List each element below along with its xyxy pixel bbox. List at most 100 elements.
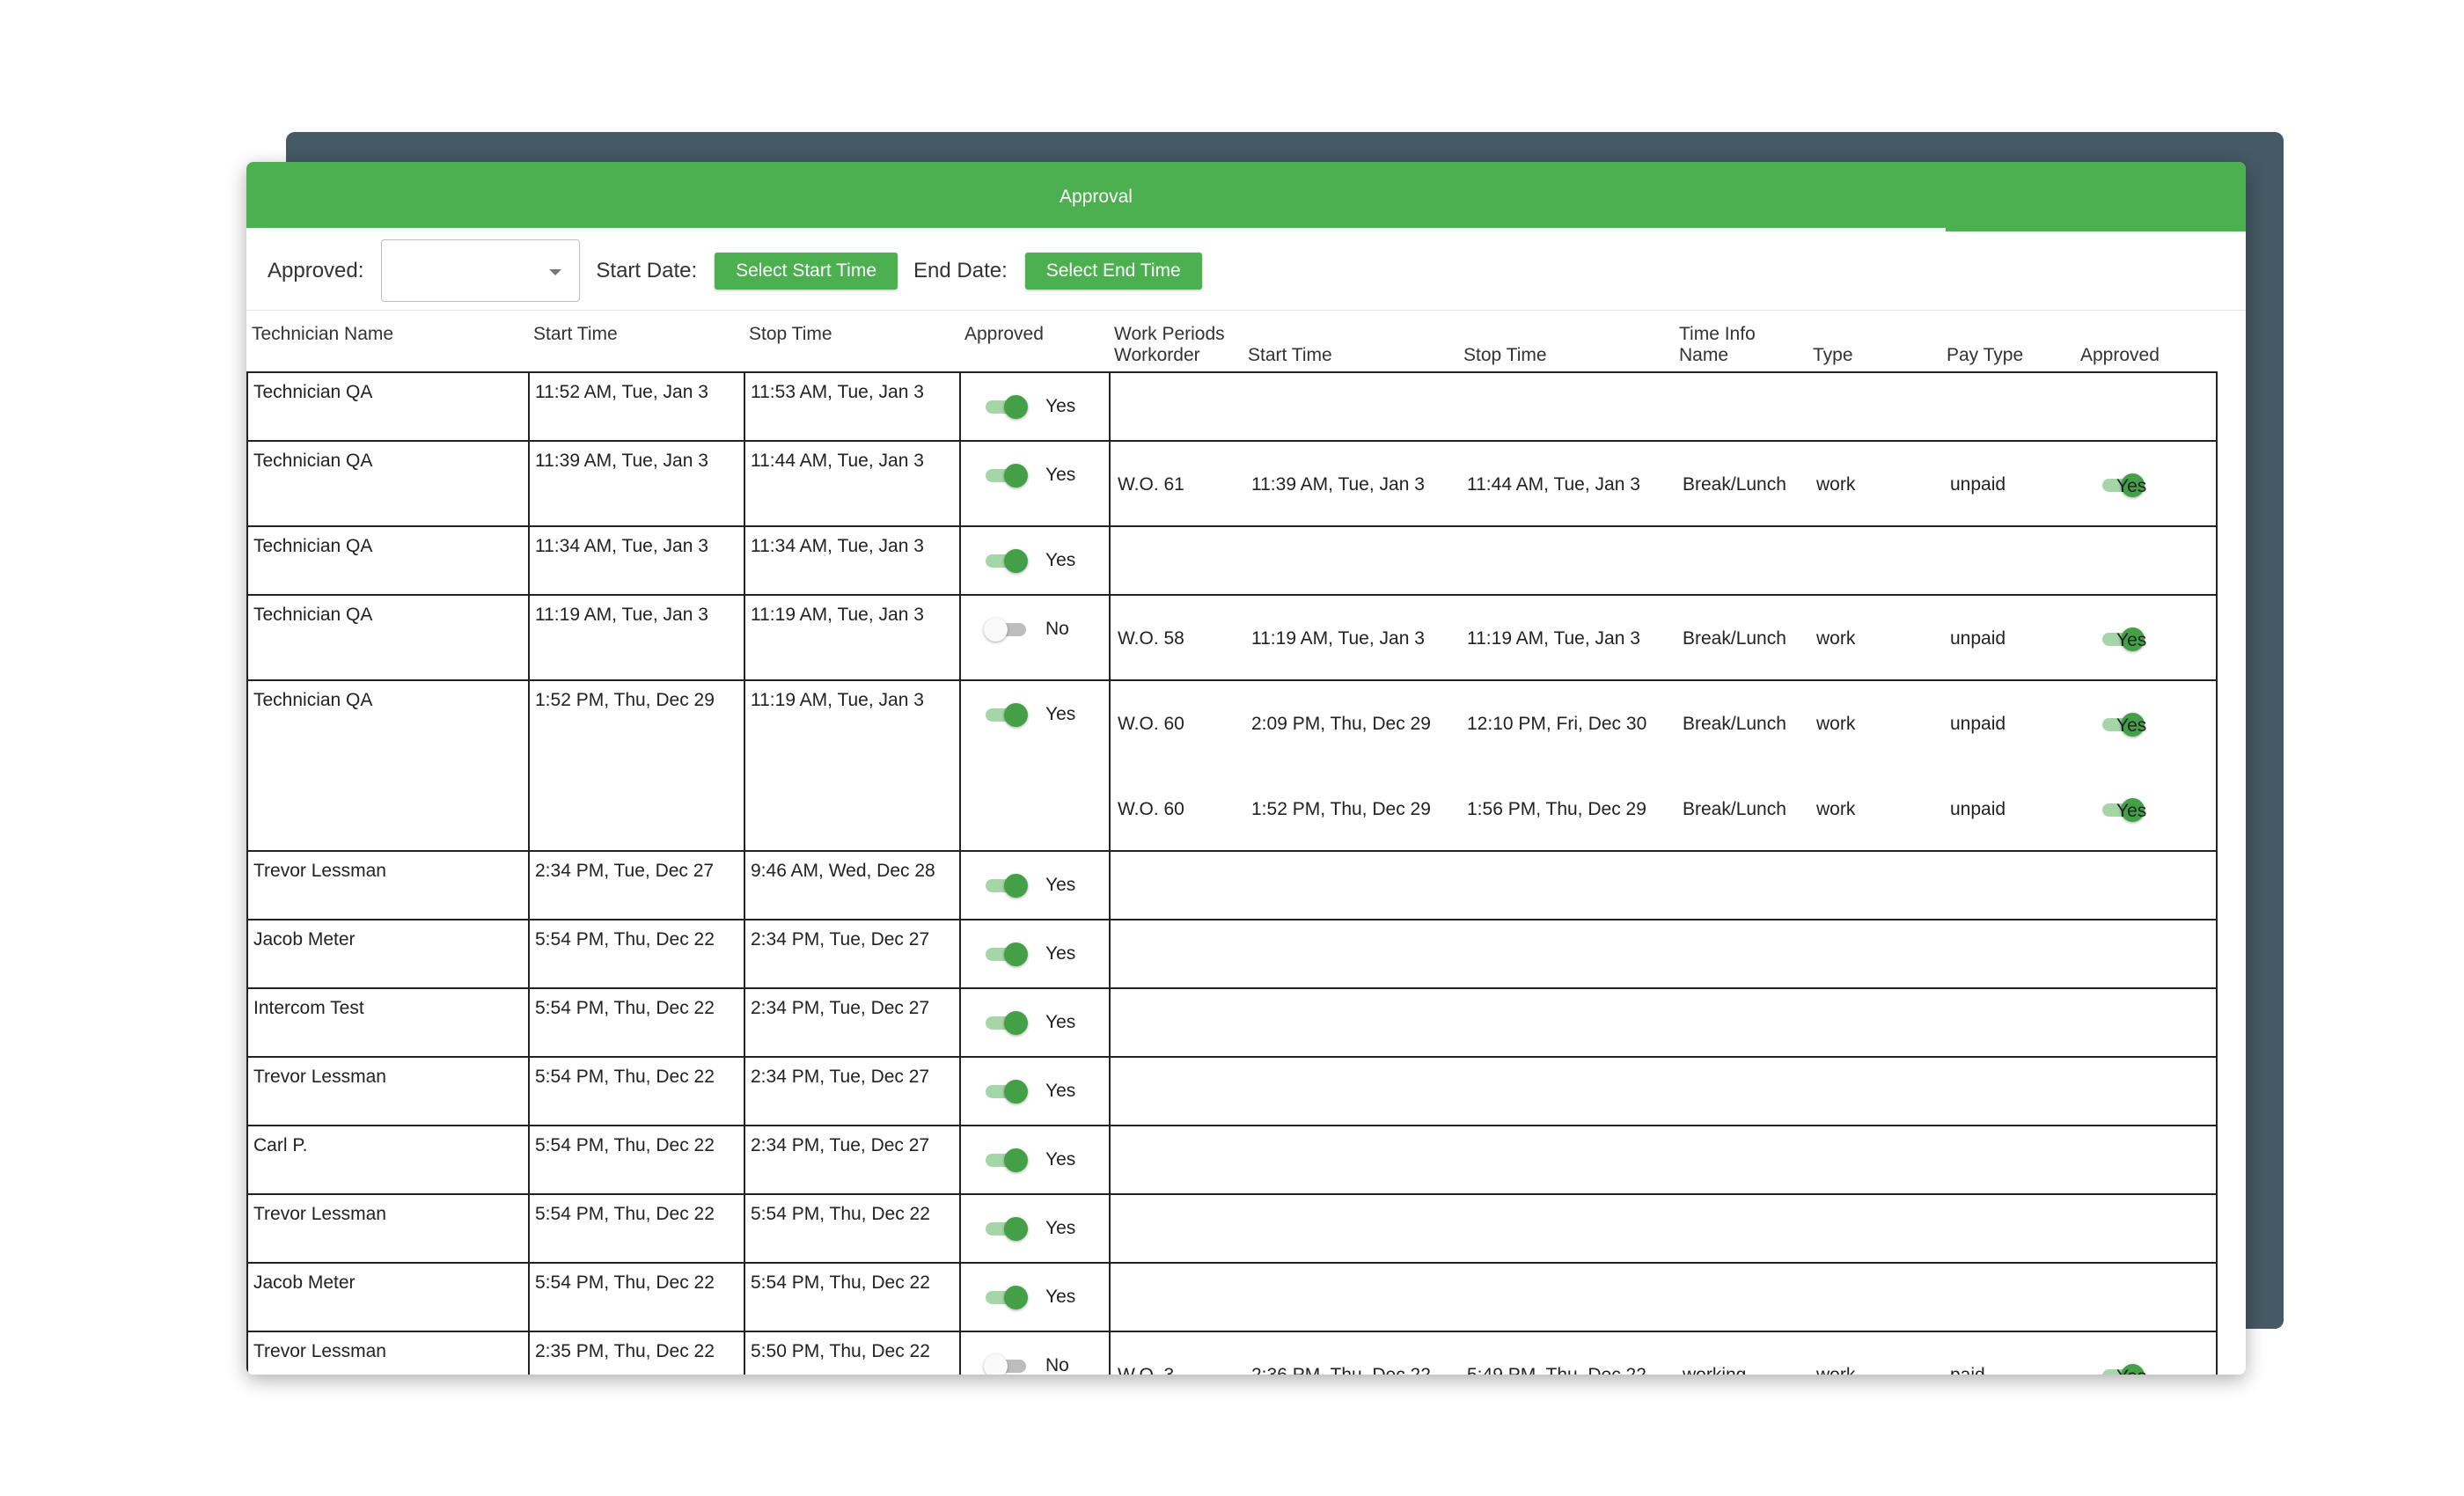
- table-row[interactable]: Technician QA 11:52 AM, Tue, Jan 3 11:53 A…: [246, 371, 2218, 440]
- approved-switch[interactable]: [984, 699, 1030, 730]
- work-periods-cell: [1109, 527, 2216, 594]
- technician-name-cell: Jacob Meter: [253, 1272, 356, 1293]
- work-periods-cell: [1109, 852, 2216, 919]
- work-periods-cell: [1109, 1126, 2216, 1193]
- approved-label: Yes: [1045, 1149, 1076, 1170]
- work-period-workorder: W.O. 60: [1118, 714, 1184, 734]
- approved-switch[interactable]: [984, 1350, 1030, 1375]
- work-period-stop: 11:19 AM, Tue, Jan 3: [1467, 628, 1640, 649]
- col-stop-time: Stop Time: [749, 324, 832, 344]
- approved-switch[interactable]: [984, 1007, 1030, 1038]
- approved-label: Yes: [2116, 630, 2147, 650]
- stop-time-cell: 11:44 AM, Tue, Jan 3: [744, 442, 959, 525]
- approved-cell: Yes: [959, 1058, 1109, 1125]
- work-period-workorder: W.O. 61: [1118, 474, 1184, 495]
- stop-time-cell: 2:34 PM, Tue, Dec 27: [744, 920, 959, 987]
- work-period-line[interactable]: W.O. 3 2:36 PM, Thu, Dec 22 5:49 PM, Thu, …: [1111, 1358, 2216, 1375]
- row-approved-toggle: Yes: [984, 869, 1075, 901]
- approved-select[interactable]: [381, 239, 581, 302]
- table-row[interactable]: Technician QA 11:34 AM, Tue, Jan 3 11:34 A…: [246, 525, 2218, 594]
- approved-label: Yes: [2116, 476, 2147, 496]
- row-approved-toggle: Yes: [984, 1213, 1075, 1244]
- row-approved-toggle: Yes: [984, 1144, 1075, 1176]
- work-period-pay-type: unpaid: [1950, 474, 2006, 495]
- approved-switch[interactable]: [984, 1281, 1030, 1313]
- work-period-line[interactable]: W.O. 61 11:39 AM, Tue, Jan 3 11:44 AM, Tue…: [1111, 467, 2216, 502]
- technician-name-cell: Intercom Test: [253, 998, 364, 1018]
- table-row[interactable]: Trevor Lessman 2:35 PM, Thu, Dec 22 5:50 P…: [246, 1331, 2218, 1375]
- switch-knob: [1004, 1080, 1028, 1104]
- approved-switch[interactable]: [984, 613, 1030, 645]
- tab-approval[interactable]: Approval: [1060, 186, 1133, 207]
- table-row[interactable]: Technician QA 11:39 AM, Tue, Jan 3 11:44 A…: [246, 440, 2218, 525]
- work-period-workorder: W.O. 58: [1118, 628, 1184, 649]
- work-period-line[interactable]: W.O. 58 11:19 AM, Tue, Jan 3 11:19 AM, Tue…: [1111, 621, 2216, 656]
- work-period-stop: 5:49 PM, Thu, Dec 22: [1467, 1365, 1646, 1375]
- table-row[interactable]: Trevor Lessman 5:54 PM, Thu, Dec 22 2:34 P…: [246, 1056, 2218, 1125]
- start-time-cell: 2:34 PM, Tue, Dec 27: [528, 852, 744, 919]
- col-workorder: Workorder: [1114, 345, 1200, 365]
- approved-switch[interactable]: [2101, 1360, 2146, 1375]
- work-period-line[interactable]: W.O. 60 1:52 PM, Thu, Dec 29 1:56 PM, Thu,…: [1111, 792, 2216, 827]
- work-period-workorder: W.O. 3: [1118, 1365, 1174, 1375]
- table-row[interactable]: Trevor Lessman 5:54 PM, Thu, Dec 22 5:54 P…: [246, 1193, 2218, 1262]
- approved-cell: Yes: [959, 1195, 1109, 1262]
- approved-cell: Yes: [959, 1126, 1109, 1193]
- table-row[interactable]: Technician QA 1:52 PM, Thu, Dec 29 11:19 A…: [246, 679, 2218, 850]
- approved-label: Yes: [1045, 704, 1076, 724]
- col-pay-type: Pay Type: [1947, 345, 2024, 365]
- approved-switch[interactable]: [984, 1213, 1030, 1244]
- approved-label: Yes: [1045, 875, 1076, 895]
- approved-switch[interactable]: [984, 1144, 1030, 1176]
- technician-name-cell: Trevor Lessman: [253, 1341, 386, 1361]
- table-row[interactable]: Technician QA 11:19 AM, Tue, Jan 3 11:19 A…: [246, 594, 2218, 679]
- col-approved: Approved: [964, 324, 1044, 344]
- approval-card: Approval Approved: Start Date: Select St…: [246, 162, 2246, 1375]
- work-period-pay-type: unpaid: [1950, 714, 2006, 734]
- start-time-cell: 5:54 PM, Thu, Dec 22: [528, 920, 744, 987]
- tab-bar: Approval: [246, 162, 2246, 231]
- table-row[interactable]: Intercom Test 5:54 PM, Thu, Dec 22 2:34 PM…: [246, 987, 2218, 1056]
- approved-label: No: [1045, 1355, 1069, 1375]
- approved-switch[interactable]: [2101, 623, 2146, 655]
- start-time-cell: 11:19 AM, Tue, Jan 3: [528, 596, 744, 679]
- approved-switch[interactable]: [984, 869, 1030, 901]
- tab-indicator: [246, 228, 1946, 231]
- table-row[interactable]: Jacob Meter 5:54 PM, Thu, Dec 22 5:54 PM, …: [246, 1262, 2218, 1331]
- approved-switch[interactable]: [984, 1075, 1030, 1107]
- table-row[interactable]: Carl P. 5:54 PM, Thu, Dec 22 2:34 PM, Tue,…: [246, 1125, 2218, 1193]
- stop-time-cell: 11:19 AM, Tue, Jan 3: [744, 681, 959, 850]
- select-end-time-button[interactable]: Select End Time: [1024, 252, 1202, 290]
- technician-name-cell: Technician QA: [253, 451, 373, 471]
- approved-switch[interactable]: [2101, 794, 2146, 825]
- approved-label: Yes: [2116, 801, 2147, 821]
- approved-switch[interactable]: [984, 938, 1030, 970]
- approved-switch[interactable]: [2101, 708, 2146, 740]
- technician-name-cell: Trevor Lessman: [253, 1204, 386, 1224]
- stop-time-cell: 2:34 PM, Tue, Dec 27: [744, 989, 959, 1056]
- row-approved-toggle: Yes: [984, 1281, 1075, 1313]
- start-time-cell: 11:52 AM, Tue, Jan 3: [528, 373, 744, 440]
- col-type: Type: [1813, 345, 1853, 365]
- approved-label: Yes: [2116, 1367, 2146, 1375]
- work-period-name: Break/Lunch: [1683, 714, 1786, 734]
- approved-switch[interactable]: [2101, 469, 2146, 501]
- stop-time-cell: 2:34 PM, Tue, Dec 27: [744, 1126, 959, 1193]
- row-approved-toggle: Yes: [984, 1007, 1075, 1038]
- work-period-line[interactable]: W.O. 60 2:09 PM, Thu, Dec 29 12:10 PM, Fri…: [1111, 707, 2216, 742]
- start-time-cell: 5:54 PM, Thu, Dec 22: [528, 1126, 744, 1193]
- approved-switch[interactable]: [984, 545, 1030, 576]
- work-periods-cell: W.O. 3 2:36 PM, Thu, Dec 22 5:49 PM, Thu, …: [1109, 1332, 2216, 1375]
- select-start-time-button[interactable]: Select Start Time: [715, 252, 898, 290]
- work-period-type: work: [1816, 628, 1856, 649]
- switch-knob: [1004, 1011, 1028, 1035]
- approved-switch[interactable]: [984, 391, 1030, 422]
- stop-time-cell: 2:34 PM, Tue, Dec 27: [744, 1058, 959, 1125]
- technician-name-cell: Technician QA: [253, 605, 373, 625]
- table-row[interactable]: Trevor Lessman 2:34 PM, Tue, Dec 27 9:46 A…: [246, 850, 2218, 919]
- stop-time-cell: 5:54 PM, Thu, Dec 22: [744, 1195, 959, 1262]
- switch-knob: [2121, 473, 2145, 497]
- table-row[interactable]: Jacob Meter 5:54 PM, Thu, Dec 22 2:34 PM, …: [246, 919, 2218, 987]
- start-time-cell: 1:52 PM, Thu, Dec 29: [528, 681, 744, 850]
- approved-switch[interactable]: [984, 459, 1030, 491]
